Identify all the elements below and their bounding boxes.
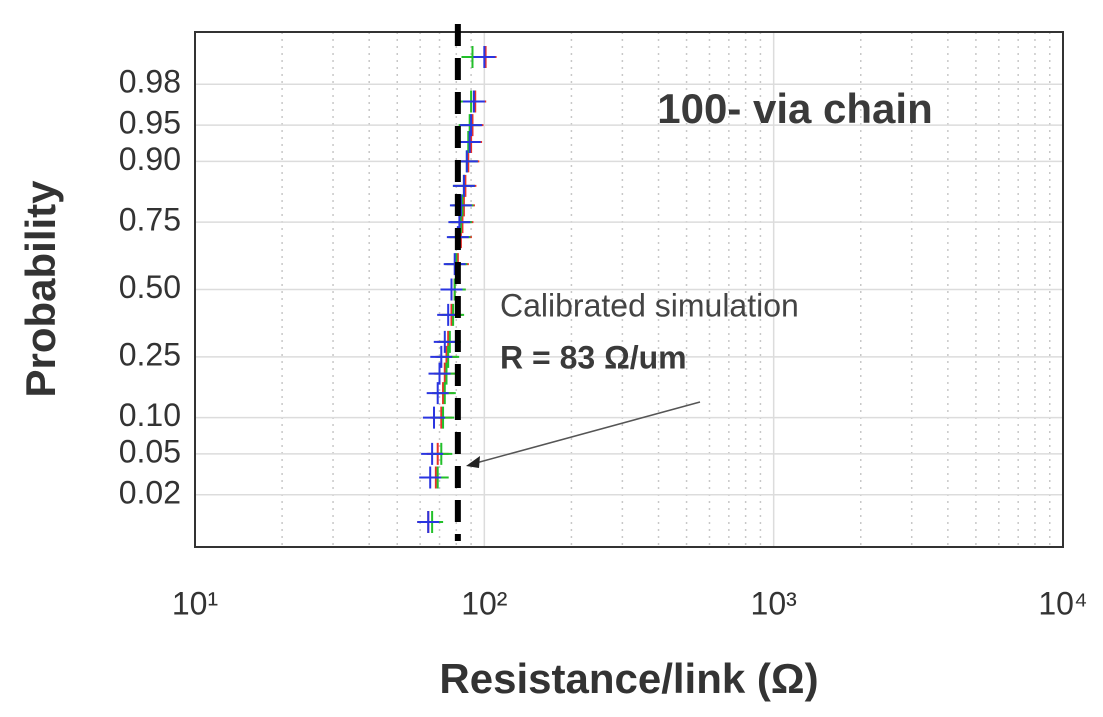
marker	[419, 466, 442, 489]
marker	[443, 253, 466, 276]
marker	[426, 382, 449, 405]
marker	[462, 90, 485, 113]
y-axis-title: Probability	[17, 180, 64, 398]
marker	[417, 511, 440, 534]
marker	[428, 362, 451, 385]
marker	[452, 174, 475, 197]
arrow	[475, 401, 701, 464]
y-tick-label: 0.25	[119, 336, 181, 372]
marker	[423, 406, 446, 429]
x-tick-label: 10²	[461, 585, 508, 621]
y-tick-label: 0.95	[119, 105, 181, 141]
marker	[460, 114, 483, 137]
y-tick-label: 0.50	[119, 269, 181, 305]
y-tick-label: 0.90	[119, 141, 181, 177]
marker	[421, 442, 444, 465]
y-tick-label: 0.02	[119, 474, 181, 510]
annotation: 100- via chain	[657, 85, 932, 132]
y-tick-label: 0.10	[119, 397, 181, 433]
y-tick-label: 0.98	[119, 64, 181, 100]
marker	[473, 45, 496, 68]
marker	[430, 345, 453, 368]
x-tick-label: 10¹	[172, 585, 218, 621]
x-tick-label: 10⁴	[1038, 585, 1087, 621]
plot-frame	[194, 31, 1064, 548]
marker	[458, 130, 481, 153]
annotation: Calibrated simulation	[500, 287, 799, 323]
x-axis-title: Resistance/link (Ω)	[439, 655, 818, 702]
marker	[449, 194, 472, 217]
marker	[433, 330, 456, 353]
x-tick-label: 10³	[751, 585, 798, 621]
y-tick-label: 0.05	[119, 433, 181, 469]
annotation: R = 83 Ω/um	[500, 339, 687, 375]
arrow-head	[466, 456, 480, 468]
marker	[440, 278, 463, 301]
y-tick-label: 0.75	[119, 202, 181, 238]
